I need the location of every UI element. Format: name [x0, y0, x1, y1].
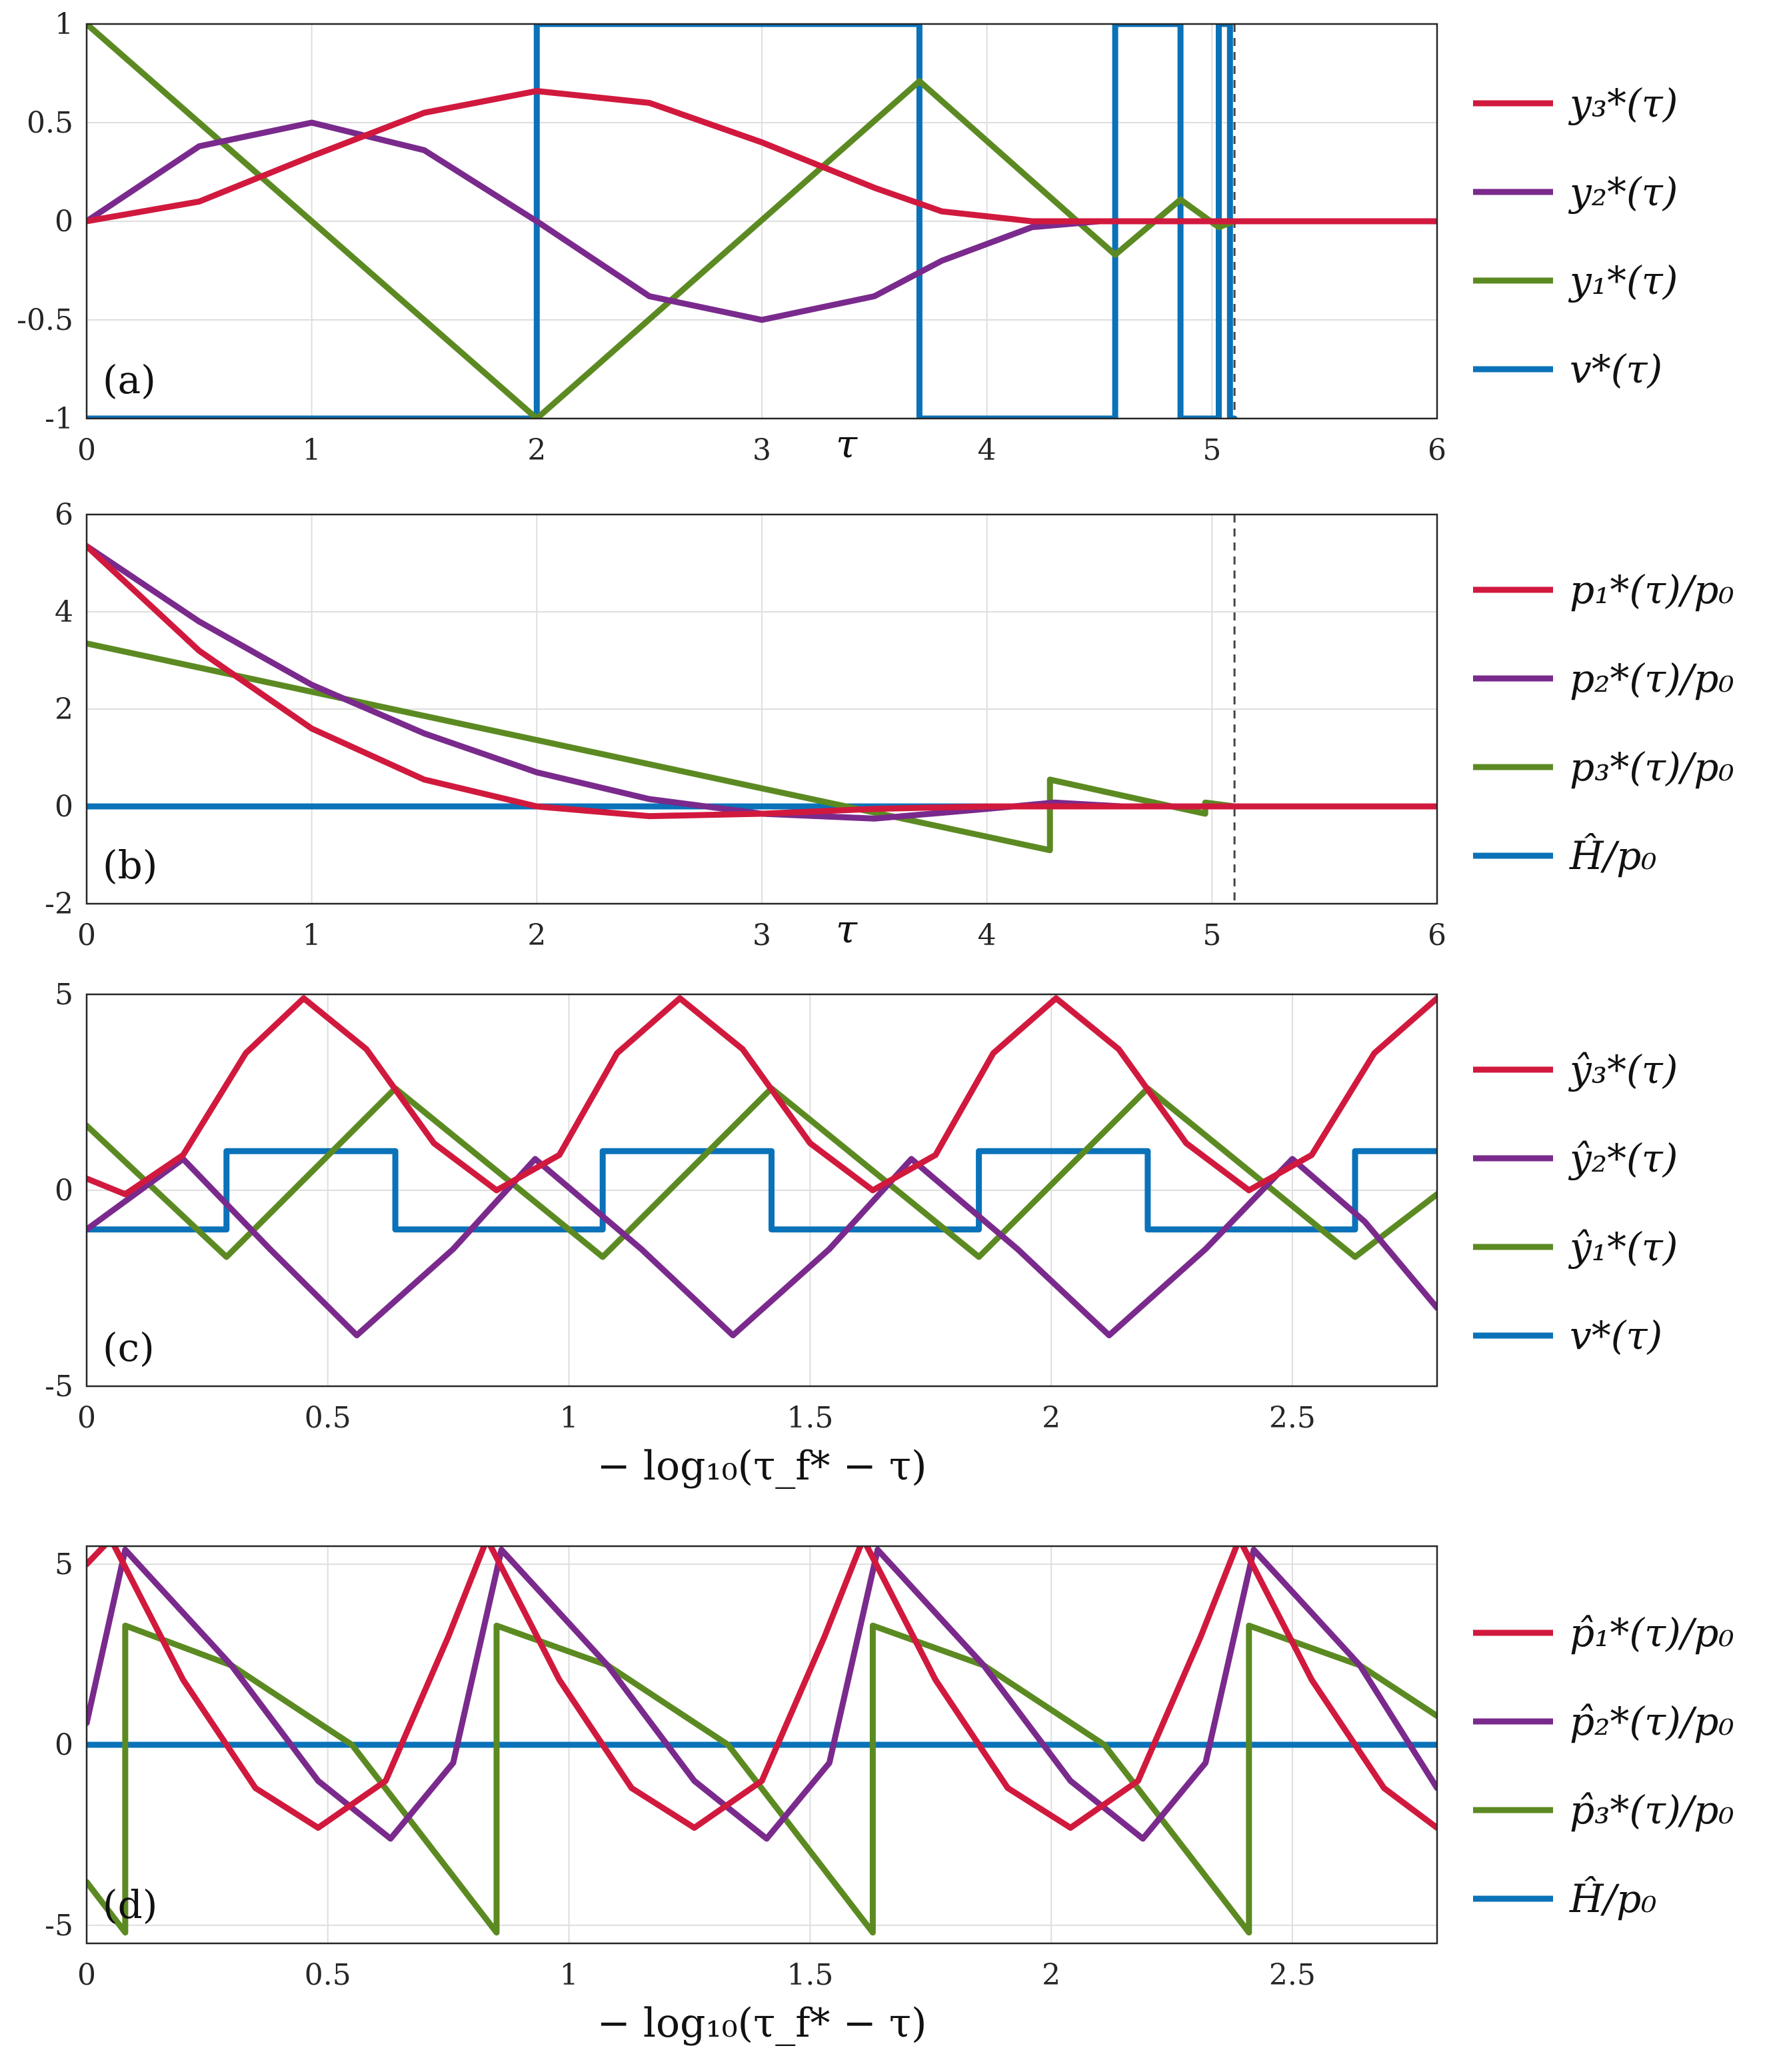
- legend-label: y₂*(τ): [1568, 169, 1678, 215]
- series-line-green: [87, 1622, 1437, 1936]
- x-tick-label: 6: [1428, 918, 1446, 952]
- legend-label: Ĥ/p₀: [1569, 833, 1657, 878]
- legend-label: v*(τ): [1570, 1313, 1662, 1358]
- x-tick-label: 0.5: [305, 1401, 351, 1435]
- panel-tag: (b): [103, 842, 157, 888]
- series-line-red: [87, 543, 1437, 820]
- legend-label: y₁*(τ): [1568, 258, 1678, 303]
- x-tick-label: 1.5: [787, 1401, 833, 1435]
- legend-label: ŷ₃*(τ): [1568, 1047, 1678, 1092]
- axes-frame: [85, 23, 1438, 420]
- y-tick-label: -1: [45, 402, 73, 436]
- y-tick-label: 0: [55, 1174, 73, 1208]
- x-tick-label: 4: [978, 918, 996, 952]
- series-line-purple: [87, 1546, 1437, 1842]
- x-tick-label: 4: [978, 433, 996, 467]
- x-tick-label: 2: [1042, 1401, 1060, 1435]
- x-tick-label: 2: [1042, 1958, 1060, 1992]
- y-tick-label: 2: [55, 692, 73, 726]
- panel-c: 0 0.5 1 1.5 2 2.5-505− log₁₀(τ_f* − τ)(c)ŷ₃*(…: [45, 978, 1678, 1490]
- x-tick-label: 2.5: [1269, 1401, 1316, 1435]
- series-group: [87, 543, 1437, 854]
- y-tick-label: 0.5: [27, 106, 73, 140]
- x-tick-label: 0: [77, 433, 96, 467]
- legend-label: v*(τ): [1570, 347, 1662, 392]
- legend-label: p₃*(τ)/p₀: [1570, 744, 1734, 790]
- legend-label: p̂₃*(τ)/p₀: [1570, 1787, 1734, 1833]
- panel-tag: (d): [103, 1882, 157, 1927]
- series-group: [87, 1546, 1437, 1936]
- x-tick-label: 6: [1428, 433, 1446, 467]
- axes-frame: [85, 1545, 1438, 1945]
- y-tick-label: 0: [55, 205, 73, 239]
- legend-label: y₃*(τ): [1568, 81, 1678, 126]
- legend-label: p₂*(τ)/p₀: [1570, 656, 1734, 701]
- x-tick-label: 1.5: [787, 1958, 833, 1992]
- y-tick-label: 6: [55, 498, 73, 532]
- x-axis-label: τ: [836, 421, 858, 467]
- y-tick-label: 4: [55, 595, 73, 629]
- y-tick-label: 0: [55, 1728, 73, 1762]
- x-tick-label: 3: [753, 433, 771, 467]
- panel-d: 0 0.5 1 1.5 2 2.5-505− log₁₀(τ_f* − τ)(d)p̂₁*…: [45, 1545, 1734, 2047]
- series-group: [87, 24, 1437, 419]
- x-tick-label: 3: [753, 918, 771, 952]
- legend: y₃*(τ) y₂*(τ) y₁*(τ) v*(τ): [1473, 81, 1678, 392]
- x-tick-label: 2: [527, 433, 546, 467]
- legend-label: ŷ₁*(τ): [1568, 1224, 1678, 1270]
- y-tick-label: -0.5: [17, 303, 73, 337]
- y-tick-label: 0: [55, 790, 73, 824]
- series-line-blue: [87, 1148, 1437, 1233]
- legend-label: p̂₁*(τ)/p₀: [1570, 1610, 1734, 1655]
- x-tick-label: 1: [560, 1958, 579, 1992]
- series-line-purple: [87, 1156, 1437, 1339]
- x-tick-label: 2.5: [1269, 1958, 1316, 1992]
- y-tick-label: 1: [55, 7, 73, 41]
- y-tick-label: 5: [55, 1548, 73, 1581]
- panel-a: 0 1 2 3 4 5 6 -1 -0.5 0 0.5 1 τ (a) y₃*(τ) y₂*(τ) y₁*(τ)…: [17, 7, 1678, 467]
- series-line-red: [87, 88, 1437, 225]
- series-group: [87, 995, 1437, 1339]
- x-tick-label: 0.5: [305, 1958, 351, 1992]
- legend: ŷ₃*(τ) ŷ₂*(τ) ŷ₁*(τ) v*(τ): [1473, 1047, 1678, 1358]
- x-tick-label: 5: [1202, 918, 1221, 952]
- x-tick-label: 5: [1202, 433, 1221, 467]
- legend: p̂₁*(τ)/p₀ p̂₂*(τ)/p₀ p̂₃*(τ)/p₀ Ĥ/p₀: [1473, 1610, 1734, 1921]
- x-tick-label: 2: [527, 918, 546, 952]
- x-axis-label: τ: [836, 906, 858, 952]
- legend-label: p₁*(τ)/p₀: [1570, 567, 1734, 612]
- axes-frame: [85, 513, 1438, 905]
- x-axis-label: − log₁₀(τ_f* − τ): [597, 2000, 927, 2047]
- axes-frame: [85, 993, 1438, 1388]
- y-tick-label: 5: [55, 978, 73, 1012]
- legend-label: Ĥ/p₀: [1569, 1876, 1657, 1921]
- series-line-red: [87, 1546, 1437, 1831]
- x-tick-label: 1: [303, 433, 321, 467]
- y-tick-label: -5: [45, 1370, 73, 1404]
- legend: p₁*(τ)/p₀ p₂*(τ)/p₀ p₃*(τ)/p₀ Ĥ/p₀: [1473, 567, 1734, 878]
- panel-tag: (c): [103, 1325, 155, 1370]
- y-tick-label: -2: [45, 887, 73, 921]
- series-line-red: [87, 995, 1437, 1198]
- legend-label: p̂₂*(τ)/p₀: [1570, 1699, 1734, 1744]
- y-tick-label: -5: [45, 1909, 73, 1943]
- panel-tag: (a): [103, 357, 156, 403]
- x-tick-label: 0: [77, 1958, 96, 1992]
- panel-b: 0 1 2 3 4 5 6-20246τ(b)p₁*(τ)/p₀p₂*(τ)/p₀p₃*(τ…: [45, 498, 1734, 952]
- x-axis-label: − log₁₀(τ_f* − τ): [597, 1443, 927, 1490]
- x-tick-label: 1: [303, 918, 321, 952]
- x-tick-label: 0: [77, 1401, 96, 1435]
- x-tick-label: 0: [77, 918, 96, 952]
- x-tick-label: 1: [560, 1401, 579, 1435]
- legend-label: ŷ₂*(τ): [1568, 1136, 1678, 1181]
